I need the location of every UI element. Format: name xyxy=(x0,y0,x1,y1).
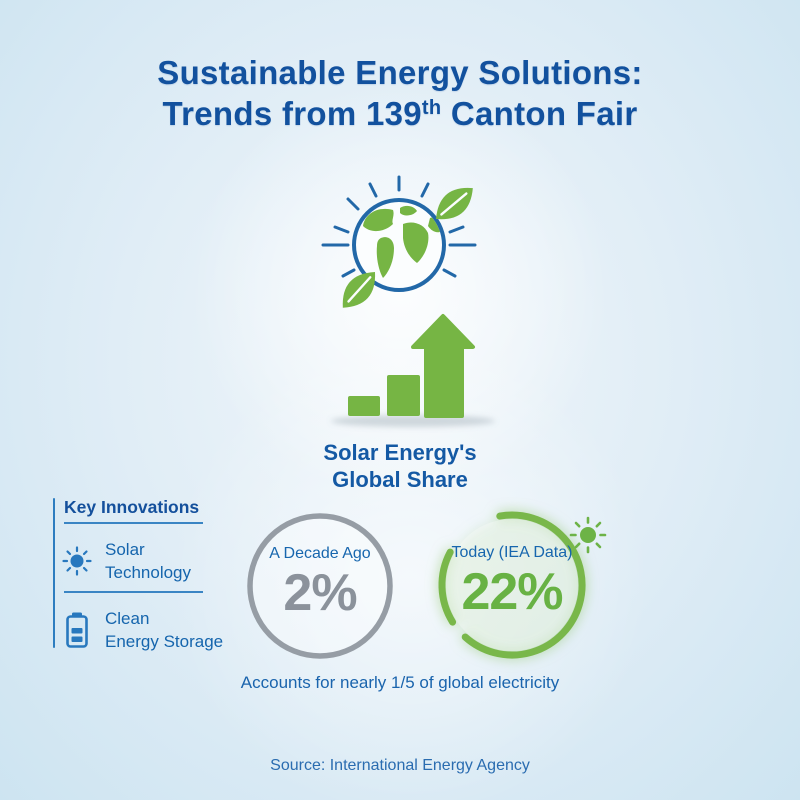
source-text: Source: International Energy Agency xyxy=(270,757,530,774)
page-title: Sustainable Energy Solutions: Trends fro… xyxy=(0,52,800,140)
gray-ring xyxy=(247,513,393,659)
sun-icon xyxy=(569,516,607,554)
bar-medium xyxy=(387,375,420,416)
heading-line-2: Global Share xyxy=(332,467,468,492)
stat-decade-ago: A Decade Ago 2% xyxy=(242,508,398,664)
section-heading: Solar Energy's Global Share xyxy=(0,439,800,493)
list-item-label: Clean Energy Storage xyxy=(105,609,224,651)
key-innovations-panel: Key Innovations Solar Technology xyxy=(53,497,233,651)
caption-text: Accounts for nearly 1/5 of global electr… xyxy=(240,673,560,692)
panel-divider xyxy=(64,591,203,593)
list-item-label: Solar Technology xyxy=(105,540,192,582)
list-item-solar-technology: Solar Technology xyxy=(60,538,191,584)
title-line-1: Sustainable Energy Solutions: xyxy=(157,54,643,91)
panel-title: Key Innovations xyxy=(64,497,200,517)
globe-with-leaves-icon xyxy=(321,175,477,308)
stat-today: Today (IEA Data) 22% xyxy=(434,507,590,663)
panel-title-underline xyxy=(64,522,203,524)
sun-rays xyxy=(321,175,477,278)
stat-value: 2% xyxy=(283,564,357,622)
panel-left-rule xyxy=(53,498,55,648)
leaf-icon xyxy=(436,187,473,220)
bar-small xyxy=(348,396,380,416)
stat-label: A Decade Ago xyxy=(269,545,371,562)
up-arrow-icon xyxy=(411,314,475,418)
battery-icon xyxy=(66,612,88,648)
list-item-clean-energy-storage: Clean Energy Storage xyxy=(60,607,223,653)
sun-icon xyxy=(62,546,92,576)
shadow xyxy=(331,415,495,427)
stat-value: 22% xyxy=(461,563,563,621)
stat-label: Today (IEA Data) xyxy=(451,544,573,561)
ordinal-superscript: th xyxy=(421,97,442,119)
leaf-icon xyxy=(342,272,376,308)
heading-line-1: Solar Energy's xyxy=(323,440,477,465)
green-ring xyxy=(438,511,586,659)
title-line-2: Trends from 139th Canton Fair xyxy=(162,95,638,132)
growth-bars-arrow-icon xyxy=(331,314,495,427)
